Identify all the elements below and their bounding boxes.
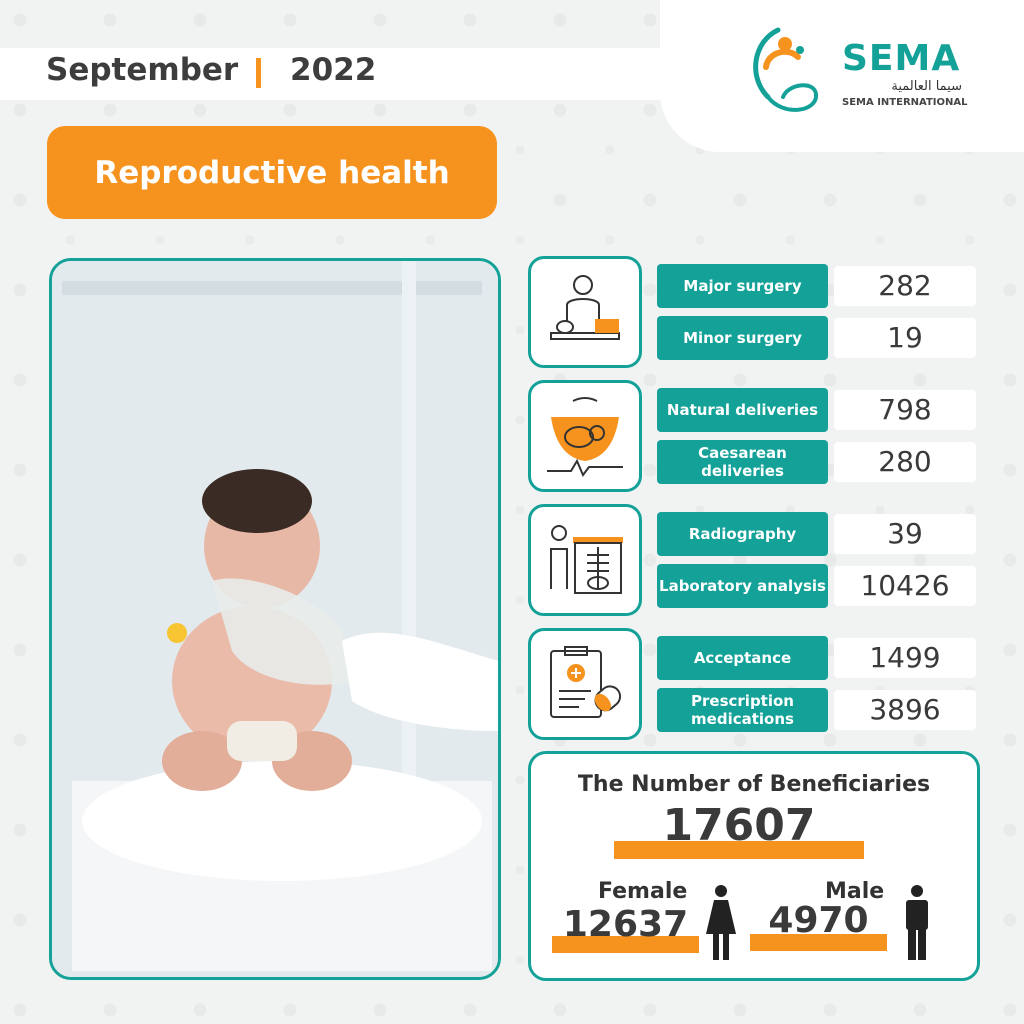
- logo-subtitle: SEMA INTERNATIONAL: [842, 97, 968, 108]
- female-count: 12637: [562, 904, 689, 945]
- date-separator: [256, 58, 261, 88]
- female-label: Female: [598, 879, 688, 904]
- stat-label-major-surgery: Major surgery: [657, 264, 828, 308]
- newborn-photo: [49, 258, 501, 980]
- stat-value-acceptance: 1499: [834, 638, 976, 678]
- beneficiaries-total: 17607: [662, 800, 816, 851]
- male-count: 4970: [768, 900, 869, 941]
- prescription-icon: [550, 646, 622, 718]
- beneficiaries-title: The Number of Beneficiaries: [577, 772, 931, 797]
- stat-label-natural-deliveries: Natural deliveries: [657, 388, 828, 432]
- male-underline: [750, 934, 887, 951]
- stat-label-radiography: Radiography: [657, 512, 828, 556]
- male-label: Male: [825, 879, 885, 904]
- category-title: Reproductive health: [47, 126, 497, 219]
- newborn-in-incubator-image: [52, 261, 498, 977]
- stat-value-natural-deliveries: 798: [834, 390, 976, 430]
- surgery-icon-box: [528, 256, 642, 368]
- female-icon: [706, 885, 736, 960]
- stat-label-laboratory-analysis: Laboratory analysis: [657, 564, 828, 608]
- ultrasound-baby-icon: [547, 397, 623, 477]
- xray-icon: [550, 525, 623, 594]
- stat-value-major-surgery: 282: [834, 266, 976, 306]
- male-icon: [906, 885, 928, 960]
- date-month: September: [46, 52, 239, 88]
- stat-value-prescription-medications: 3896: [834, 690, 976, 730]
- sema-logo-icon: [753, 27, 818, 112]
- logo-name: SEMA: [842, 38, 961, 79]
- female-underline: [552, 936, 699, 953]
- radiography-icon-box: [528, 504, 642, 616]
- total-underline: [614, 841, 864, 859]
- date-bar: [0, 48, 700, 100]
- stat-label-prescription-medications: Prescription medications: [657, 688, 828, 732]
- logo-card: [660, 0, 1024, 152]
- stat-value-radiography: 39: [834, 514, 976, 554]
- prescription-icon-box: [528, 628, 642, 740]
- stat-value-caesarean-deliveries: 280: [834, 442, 976, 482]
- ultrasound-icon-box: [528, 380, 642, 492]
- stat-label-acceptance: Acceptance: [657, 636, 828, 680]
- surgery-icon: [550, 275, 620, 340]
- logo-arabic-name: سيما العالمية: [891, 79, 962, 94]
- stat-label-minor-surgery: Minor surgery: [657, 316, 828, 360]
- stat-value-minor-surgery: 19: [834, 318, 976, 358]
- date-year: 2022: [290, 52, 377, 88]
- stat-label-caesarean-deliveries: Caesarean deliveries: [657, 440, 828, 484]
- stat-value-laboratory-analysis: 10426: [834, 566, 976, 606]
